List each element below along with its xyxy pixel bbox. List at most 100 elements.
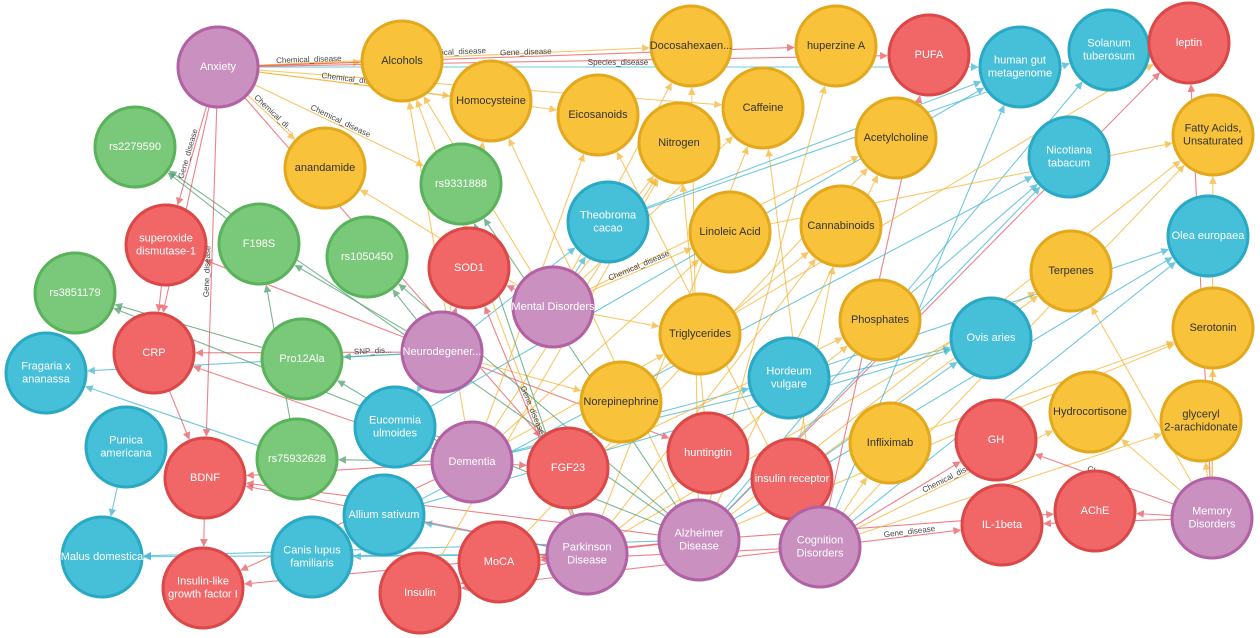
edge-neurodegen-rs1050450[interactable] <box>392 289 418 321</box>
node-rs2279590[interactable]: rs2279590 <box>93 105 177 189</box>
node-malus[interactable]: Malus domestica <box>60 515 144 599</box>
edge-mental-sod1[interactable] <box>506 285 517 293</box>
edge-f198s-rs2279590[interactable] <box>167 172 228 220</box>
node-rs3851179[interactable]: rs3851179 <box>33 251 117 335</box>
node-circle[interactable] <box>579 360 663 444</box>
node-circle[interactable] <box>747 336 831 420</box>
node-nicotiana[interactable]: Nicotiana tabacum <box>1027 115 1111 199</box>
node-circle[interactable] <box>427 226 511 310</box>
edge-alzheimer-homocysteine[interactable] <box>508 138 683 505</box>
node-circle[interactable] <box>954 398 1038 482</box>
node-circle[interactable] <box>1067 8 1151 92</box>
node-circle[interactable] <box>449 59 533 143</box>
edge-phosphates-nicotiana[interactable] <box>909 183 1038 295</box>
node-alzheimer[interactable]: Alzheimer Disease <box>657 498 741 582</box>
node-crp[interactable]: CRP <box>112 311 196 395</box>
node-solanum[interactable]: Solanum tuberosum <box>1067 8 1151 92</box>
node-canis[interactable]: Canis lupus familiaris <box>270 515 354 599</box>
edge-cognition-gh[interactable] <box>853 461 961 527</box>
node-circle[interactable] <box>545 512 629 596</box>
node-circle[interactable] <box>93 105 177 189</box>
node-circle[interactable] <box>4 331 88 415</box>
node-circle[interactable] <box>838 278 922 362</box>
edge-sod1dis-crp[interactable] <box>155 284 164 313</box>
node-homocysteine[interactable]: Homocysteine <box>449 59 533 143</box>
node-sod1[interactable]: SOD1 <box>427 226 511 310</box>
node-huperzine[interactable]: huperzine A <box>794 4 878 88</box>
node-circle[interactable] <box>649 4 733 88</box>
edge-anxiety-sod1dis[interactable] <box>176 105 208 206</box>
edge-crp-bdnf[interactable] <box>168 389 191 440</box>
node-theobroma[interactable]: Theobroma cacao <box>566 180 650 264</box>
node-pufa[interactable]: PUFA <box>887 13 971 97</box>
node-circle[interactable] <box>688 190 772 274</box>
node-parkinson[interactable]: Parkinson Disease <box>545 512 629 596</box>
node-pro12ala[interactable]: Pro12Ala <box>260 317 344 401</box>
edge-mental-linoleic[interactable] <box>589 247 693 292</box>
node-circle[interactable] <box>566 180 650 264</box>
node-circle[interactable] <box>419 142 503 226</box>
edge-alzheimer-rs9331888[interactable] <box>483 218 678 508</box>
node-cognition[interactable]: Cognition Disorders <box>778 505 862 589</box>
node-circle[interactable] <box>325 215 409 299</box>
node-eucommia[interactable]: Eucommia ulmoides <box>353 385 437 469</box>
edge-dementia-fgf23[interactable] <box>511 461 527 469</box>
node-rs75932628[interactable]: rs75932628 <box>255 417 339 501</box>
node-punica[interactable]: Punica americana <box>84 405 168 489</box>
edge-punica-malus[interactable] <box>108 485 119 517</box>
node-circle[interactable] <box>353 385 437 469</box>
node-circle[interactable] <box>1166 194 1250 278</box>
node-f198s[interactable]: F198S <box>217 202 301 286</box>
node-olea[interactable]: Olea europaea <box>1166 194 1250 278</box>
node-circle[interactable] <box>887 13 971 97</box>
edge-anxiety-rs9331888[interactable] <box>253 83 424 167</box>
node-circle[interactable] <box>161 546 245 630</box>
edge-dementia-linoleic[interactable] <box>501 259 700 436</box>
node-sod1dis[interactable]: superoxide dismutase-1 <box>124 203 208 287</box>
node-circle[interactable] <box>848 401 932 485</box>
node-circle[interactable] <box>854 96 938 180</box>
node-circle[interactable] <box>556 73 640 157</box>
edge-anxiety-anandamide[interactable] <box>246 94 296 140</box>
node-circle[interactable] <box>949 296 1033 380</box>
edge-anxiety-bdnf[interactable] <box>202 106 218 437</box>
edge-theobroma-hgm[interactable] <box>645 80 982 209</box>
node-rs9331888[interactable]: rs9331888 <box>419 142 503 226</box>
node-phosphates[interactable]: Phosphates <box>838 278 922 362</box>
node-norepinephrine[interactable]: Norepinephrine <box>579 360 663 444</box>
edge-pro12ala-rs3851179[interactable] <box>114 302 264 349</box>
node-linoleic[interactable]: Linoleic Acid <box>688 190 772 274</box>
node-nitrogen[interactable]: Nitrogen <box>637 101 721 185</box>
edge-mental-triglycerides[interactable] <box>592 313 660 329</box>
edge-anxiety-docosa[interactable] <box>257 44 650 66</box>
node-eicosanoids[interactable]: Eicosanoids <box>556 73 640 157</box>
node-circle[interactable] <box>657 498 741 582</box>
node-circle[interactable] <box>960 483 1044 567</box>
node-circle[interactable] <box>112 311 196 395</box>
node-memory[interactable]: Memory Disorders <box>1170 476 1254 560</box>
node-leptin[interactable]: leptin <box>1147 1 1231 85</box>
edge-cognition-infliximab[interactable] <box>841 477 868 515</box>
node-alcohols[interactable]: Alcohols <box>360 19 444 103</box>
node-neurodegen[interactable]: Neurodegener... <box>400 310 484 394</box>
node-circle[interactable] <box>721 66 805 150</box>
node-circle[interactable] <box>666 411 750 495</box>
node-circle[interactable] <box>260 317 344 401</box>
node-allium[interactable]: Allium sativum <box>342 473 426 557</box>
node-circle[interactable] <box>378 551 462 635</box>
node-triglycerides[interactable]: Triglycerides <box>658 292 742 376</box>
edge-parkinson-cannabinoids[interactable] <box>611 258 816 523</box>
edge-neurodegen-f198s[interactable] <box>294 264 408 333</box>
node-circle[interactable] <box>270 515 354 599</box>
node-terpenes[interactable]: Terpenes <box>1029 229 1113 313</box>
node-circle[interactable] <box>778 505 862 589</box>
node-insulin[interactable]: Insulin <box>378 551 462 635</box>
node-docosa[interactable]: Docosahexaen... <box>649 4 733 88</box>
node-bdnf[interactable]: BDNF <box>163 436 247 520</box>
node-fragaria[interactable]: Fragaria x ananassa <box>4 331 88 415</box>
node-circle[interactable] <box>978 25 1062 109</box>
edge-cognition-il1beta[interactable] <box>859 527 962 543</box>
node-circle[interactable] <box>84 405 168 489</box>
node-circle[interactable] <box>526 426 610 510</box>
